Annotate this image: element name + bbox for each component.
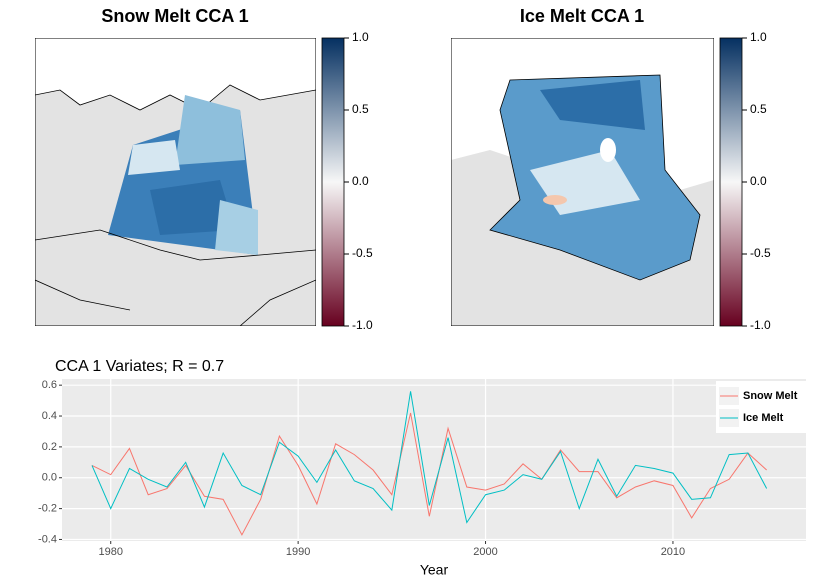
colorbar-tick-label: -0.5	[352, 246, 373, 260]
colorbar-tick-label: -1.0	[750, 318, 771, 332]
colorbar-tick-label: 0.0	[750, 174, 767, 188]
map-title: Ice Melt CCA 1	[520, 6, 644, 26]
colorbar-tick-label: 0.5	[750, 102, 767, 116]
colorbar-tick-label: -0.5	[750, 246, 771, 260]
x-tick-label: 1990	[286, 546, 310, 558]
legend-label: Snow Melt	[743, 390, 798, 402]
snow-map	[35, 38, 316, 326]
colorbar	[719, 37, 743, 327]
colorbar-tick-label: -1.0	[352, 318, 373, 332]
legend-label: Ice Melt	[743, 412, 784, 424]
y-tick-label: 0.0	[42, 472, 57, 484]
plot-background	[62, 379, 806, 541]
x-tick-label: 2000	[473, 546, 497, 558]
ice-map	[451, 38, 714, 326]
colorbar-tick-label: 0.5	[352, 102, 369, 116]
x-tick-label: 2010	[661, 546, 685, 558]
y-tick-label: -0.2	[38, 503, 57, 515]
map-title: Snow Melt CCA 1	[101, 6, 248, 26]
colorbar	[321, 37, 345, 327]
chart-title: CCA 1 Variates; R = 0.7	[55, 358, 224, 375]
colorbar-tick-label: 1.0	[750, 30, 767, 44]
series-line	[91, 391, 768, 524]
colorbar-tick-label: 0.0	[352, 174, 369, 188]
x-axis-label: Year	[420, 562, 449, 578]
series-line	[91, 412, 767, 536]
y-tick-label: 0.6	[42, 379, 57, 391]
colorbar-tick-label: 1.0	[352, 30, 369, 44]
y-tick-label: 0.4	[42, 410, 57, 422]
x-tick-label: 1980	[98, 546, 122, 558]
y-tick-label: -0.4	[38, 533, 57, 545]
y-tick-label: 0.2	[42, 441, 57, 453]
